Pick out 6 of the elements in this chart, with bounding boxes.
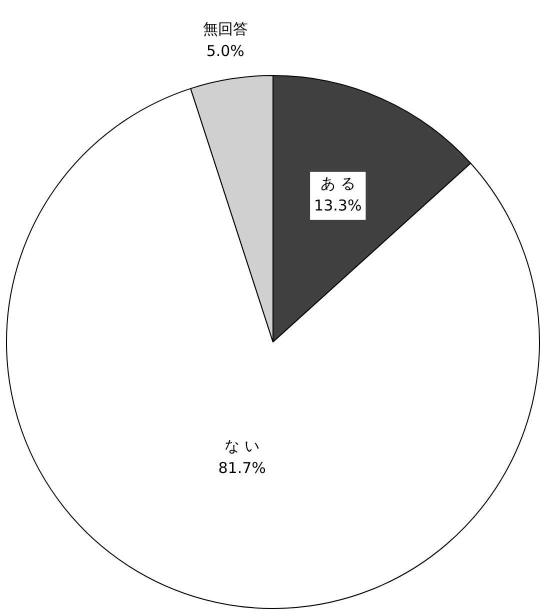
slice-label: 無回答 — [202, 20, 248, 38]
slice-label: な い — [224, 436, 260, 455]
data-label: 5.0% — [206, 42, 244, 60]
data-label: 81.7% — [218, 458, 266, 477]
data-label: 13.3% — [314, 196, 362, 215]
slice-label: あ る — [320, 174, 356, 193]
